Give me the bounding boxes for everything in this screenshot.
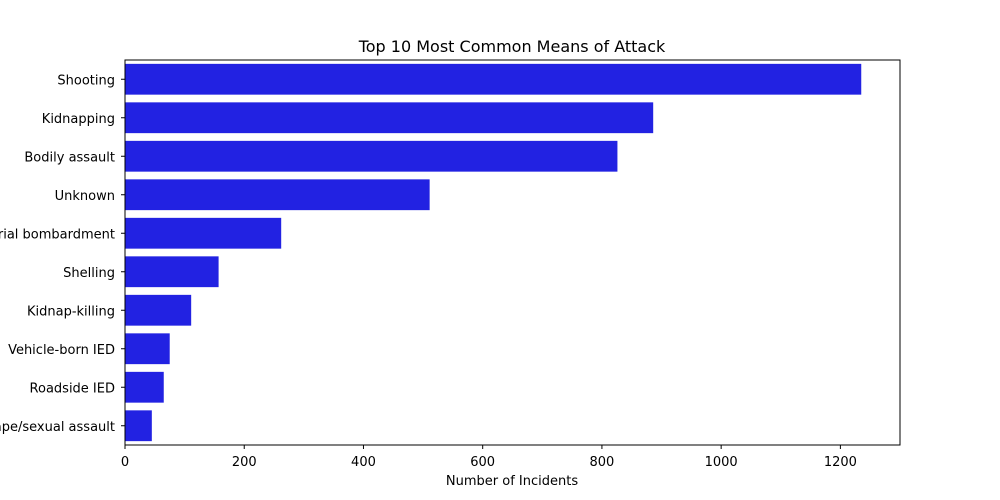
bar xyxy=(125,256,219,288)
y-tick-label: Shooting xyxy=(57,73,115,88)
bar xyxy=(125,140,618,172)
bar xyxy=(125,294,192,326)
plot-frame xyxy=(124,59,901,446)
x-tick-label: 1200 xyxy=(824,455,857,470)
y-tick-label: Vehicle-born IED xyxy=(8,343,115,358)
bar xyxy=(125,410,152,442)
y-tick-label: Bodily assault xyxy=(24,150,115,165)
y-tick-label: Rape/sexual assault xyxy=(0,420,115,435)
y-tick-label: Shelling xyxy=(63,266,115,281)
x-tick-label: 800 xyxy=(590,455,615,470)
x-tick-label: 1000 xyxy=(705,455,738,470)
y-axis: Shooting Kidnapping Bodily assault Unknown A… xyxy=(0,73,125,435)
y-tick-label: Aerial bombardment xyxy=(0,227,115,242)
x-tick-label: 600 xyxy=(470,455,495,470)
bar xyxy=(125,63,862,95)
x-tick-label: 400 xyxy=(351,455,376,470)
bar xyxy=(125,179,430,211)
bar xyxy=(125,333,170,365)
y-tick-label: Kidnapping xyxy=(42,112,115,127)
x-axis: 0 200 400 600 800 1000 1200 xyxy=(121,445,857,470)
x-tick-label: 200 xyxy=(232,455,257,470)
y-tick-label: Kidnap-killing xyxy=(27,304,115,319)
bar xyxy=(125,102,654,134)
bars-group xyxy=(125,63,862,442)
x-axis-label: Number of Incidents xyxy=(446,474,578,489)
bar xyxy=(125,371,164,403)
x-tick-label: 0 xyxy=(121,455,129,470)
bar xyxy=(125,217,282,249)
chart-title: Top 10 Most Common Means of Attack xyxy=(358,37,666,56)
y-tick-label: Unknown xyxy=(55,189,115,204)
y-tick-label: Roadside IED xyxy=(30,381,115,396)
